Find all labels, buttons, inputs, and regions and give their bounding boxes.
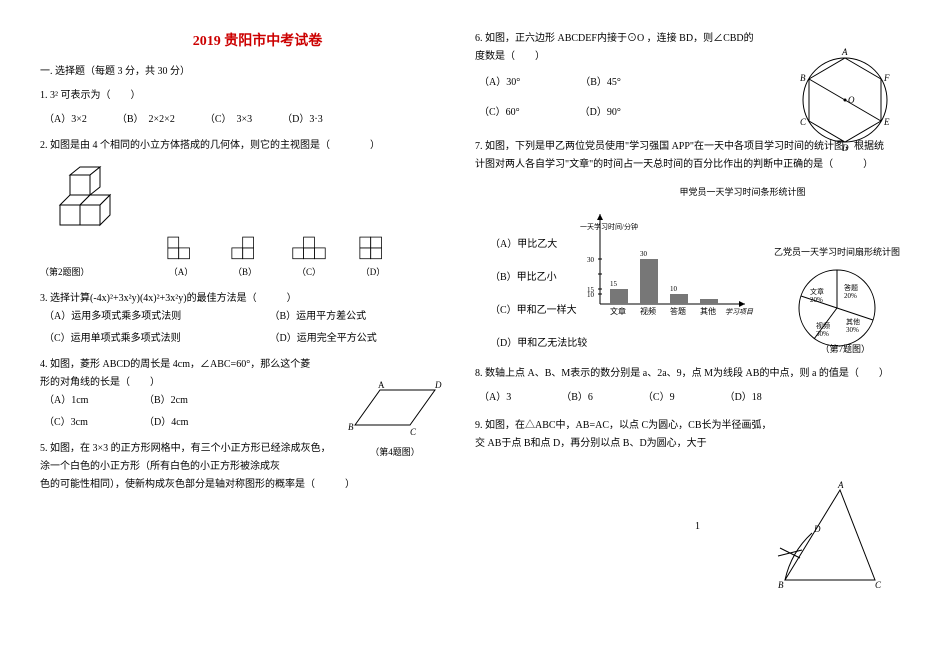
page-number: 1 [695, 521, 700, 532]
svg-text:B: B [348, 422, 354, 432]
bar-title: 甲党员一天学习时间条形统计图 [575, 184, 910, 200]
pie-title: 乙党员一天学习时间扇形统计图 [774, 245, 900, 258]
svg-text:其他: 其他 [846, 317, 860, 326]
q7-pie-chart: 乙党员一天学习时间扇形统计图 答题20% 其他30% 视频30% 文章20% [774, 245, 900, 361]
q4-opt-b: （B）2cm [144, 392, 224, 410]
q8: 8. 数轴上点 A、B、M表示的数分别是 a、2a、9，点 M为线段 AB的中点… [475, 365, 910, 407]
q1-opt-b: （B） 2×2×2 [117, 111, 175, 129]
svg-text:学习项目: 学习项目 [725, 308, 754, 316]
q6-opt-a: （A）30° [479, 74, 520, 92]
q1-opt-d: （D）3·3 [282, 111, 323, 129]
q2-figure-main: （第2题图） [40, 165, 140, 280]
svg-text:视频: 视频 [816, 321, 830, 330]
q2: 2. 如图是由 4 个相同的小立方体搭成的几何体，则它的主视图是（ ） （第2题… [40, 137, 475, 280]
svg-text:20%: 20% [844, 292, 857, 300]
svg-text:30: 30 [587, 256, 595, 264]
q8-opt-d: （D）18 [725, 389, 762, 407]
svg-text:文章: 文章 [610, 306, 626, 316]
q2-opt-c: （C） [286, 234, 332, 280]
svg-text:10: 10 [587, 291, 595, 299]
svg-text:C: C [410, 427, 417, 437]
q7-opt-d: （D）甲和乙无法比较 [490, 334, 587, 349]
svg-text:A: A [841, 47, 848, 57]
q9-line2: 交 AB于点 B和点 D，再分别以点 B、D为圆心，大于 [475, 435, 910, 453]
q2-opt-d: （D） [350, 234, 396, 280]
q9-figure: A B C D [770, 480, 890, 603]
q2-opt-b: （B） [222, 234, 268, 280]
q2-fig-label: （第2题图） [40, 264, 140, 280]
section-heading: 一. 选择题（每题 3 分，共 30 分） [40, 62, 475, 77]
exam-title: 2019 贵阳市中考试卷 [40, 30, 475, 50]
q2-text: 2. 如图是由 4 个相同的小立方体搭成的几何体，则它的主视图是（ ） [40, 137, 475, 155]
q9: 9. 如图，在△ABC中，AB=AC，以点 C为圆心，CB长为半径画弧， 交 A… [475, 417, 910, 453]
q8-opt-b: （B）6 [561, 389, 593, 407]
q9-line1: 9. 如图，在△ABC中，AB=AC，以点 C为圆心，CB长为半径画弧， [475, 417, 910, 435]
q6-opt-b: （B）45° [580, 74, 621, 92]
q8-opt-c: （C）9 [643, 389, 675, 407]
q2-opt-a: （A） [158, 234, 204, 280]
q3: 3. 选择计算(-4x)²+3x²y)(4x)²+3x²y)的最佳方法是（ ） … [40, 290, 475, 348]
svg-text:D: D [434, 380, 442, 390]
svg-text:O: O [848, 95, 855, 105]
q6-opt-d: （D）90° [580, 104, 621, 122]
q3-opt-c: （C）运用单项式乘多项式法则 [44, 330, 250, 348]
q4-line1: 4. 如图，菱形 ABCD的周长是 4cm，∠ABC=60°，那么这个菱 [40, 356, 475, 374]
svg-text:视频: 视频 [640, 306, 656, 316]
svg-text:答题: 答题 [670, 306, 686, 316]
q7-opt-a: （A）甲比乙大 [490, 235, 587, 250]
svg-text:30%: 30% [846, 326, 859, 334]
q8-text: 8. 数轴上点 A、B、M表示的数分别是 a、2a、9，点 M为线段 AB的中点… [475, 365, 910, 383]
svg-text:E: E [883, 117, 890, 127]
svg-text:20%: 20% [810, 296, 823, 304]
svg-text:答题: 答题 [844, 283, 858, 292]
svg-text:15: 15 [610, 280, 618, 288]
svg-text:D: D [841, 143, 849, 153]
bar-ylabel: 一天学习时间/分钟 [580, 222, 638, 231]
q7-line2: 计图对两人各自学习"文章"的时间占一天总时间的百分比作出的判断中正确的是（ ） [475, 156, 910, 174]
svg-text:其他: 其他 [700, 306, 716, 316]
q1-opt-c: （C） 3×3 [205, 111, 252, 129]
svg-text:B: B [800, 73, 806, 83]
q4-opt-c: （C）3cm [44, 414, 124, 432]
q7-options: （A）甲比乙大 （B）甲比乙小 （C）甲和乙一样大 （D）甲和乙无法比较 [490, 235, 587, 367]
svg-text:C: C [875, 580, 882, 590]
q4-opt-d: （D）4cm [144, 414, 224, 432]
svg-text:A: A [837, 480, 844, 490]
q5-line3: 色的可能性相同），使新构成灰色部分是轴对称图形的概率是（ ） [40, 476, 475, 494]
svg-text:D: D [813, 524, 821, 534]
q1-text: 1. 3² 可表示为（ ） [40, 87, 475, 105]
q3-text: 3. 选择计算(-4x)²+3x²y)(4x)²+3x²y)的最佳方法是（ ） [40, 290, 475, 308]
svg-text:10: 10 [670, 285, 678, 293]
q8-opt-a: （A）3 [479, 389, 511, 407]
q1: 1. 3² 可表示为（ ） （A）3×2 （B） 2×2×2 （C） 3×3 （… [40, 87, 475, 129]
q7-opt-b: （B）甲比乙小 [490, 268, 587, 283]
q6-opt-c: （C）60° [479, 104, 520, 122]
q1-opt-a: （A）3×2 [44, 111, 87, 129]
svg-text:F: F [883, 73, 890, 83]
svg-text:C: C [800, 117, 807, 127]
q3-opt-d: （D）运用完全平方公式 [270, 330, 476, 348]
q4-figure: AD BC （第4题图） [340, 380, 450, 458]
q3-opt-b: （B）运用平方差公式 [270, 308, 476, 326]
svg-text:文章: 文章 [810, 287, 824, 296]
q4-opt-a: （A）1cm [44, 392, 124, 410]
svg-text:A: A [378, 380, 385, 390]
svg-text:30: 30 [640, 250, 648, 258]
q3-opt-a: （A）运用多项式乘多项式法则 [44, 308, 250, 326]
q7-opt-c: （C）甲和乙一样大 [490, 301, 587, 316]
svg-text:30%: 30% [816, 330, 829, 338]
q6-figure: A F E D C B O [790, 45, 900, 158]
q5-line2: 涂一个白色的小正方形（所有白色的小正方形被涂成灰 [40, 458, 475, 476]
svg-text:B: B [778, 580, 784, 590]
